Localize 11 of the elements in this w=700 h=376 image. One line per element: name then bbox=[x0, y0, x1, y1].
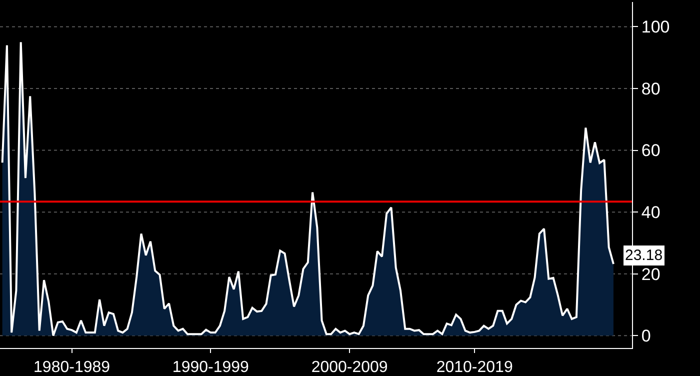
y-tick-label: 60 bbox=[641, 141, 660, 160]
y-tick-label: 20 bbox=[641, 264, 660, 284]
y-tick-label: 100 bbox=[641, 18, 670, 37]
text: 23.18 bbox=[625, 247, 663, 264]
x-tick-label: 2000-2009 bbox=[311, 359, 388, 376]
x-tick-label: 1990-1999 bbox=[172, 359, 250, 376]
x-tick-label: 1980-1989 bbox=[34, 359, 110, 376]
y-tick-label: 40 bbox=[641, 203, 660, 222]
y-tick-label: 80 bbox=[641, 79, 660, 98]
y-tick-label: 0 bbox=[641, 326, 651, 346]
x-tick-label: 2010-2019 bbox=[436, 359, 513, 376]
